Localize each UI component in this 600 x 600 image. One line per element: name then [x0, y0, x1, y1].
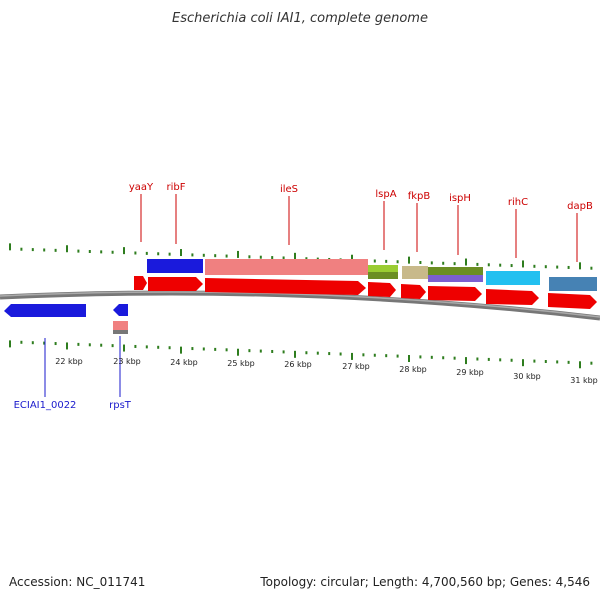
kbp-label-22: 22 kbp	[55, 357, 83, 366]
gene-label-yaaY: yaaY	[129, 182, 154, 193]
gene-rihC-bar[interactable]	[486, 271, 540, 285]
genome-summary-text: Topology: circular; Length: 4,700,560 bp…	[260, 575, 590, 589]
gene-dapB-bar[interactable]	[549, 277, 597, 291]
gene-label-rpsT: rpsT	[109, 400, 132, 411]
cds-arrow-ECIAI1_0022[interactable]	[4, 304, 86, 317]
cds-arrow-6[interactable]	[428, 286, 482, 301]
kbp-label-23: 23 kbp	[113, 357, 141, 366]
cds-arrow-3[interactable]	[205, 278, 366, 295]
genome-title: Escherichia coli IAI1, complete genome	[172, 11, 428, 26]
genome-backbone	[0, 290, 600, 321]
kbp-label-26: 26 kbp	[284, 360, 312, 369]
cds-arrow-rpsT[interactable]	[113, 304, 128, 316]
gene-label-dapB: dapB	[567, 201, 593, 212]
forward-cds-track	[134, 276, 597, 309]
cds-arrow-4[interactable]	[368, 282, 396, 297]
kbp-label-28: 28 kbp	[399, 365, 427, 374]
gene-label-ispH: ispH	[449, 193, 471, 204]
cds-arrow-8[interactable]	[548, 293, 597, 309]
kbp-label-24: 24 kbp	[170, 358, 198, 367]
top-tick-track	[9, 243, 593, 270]
cds-arrow-2[interactable]	[148, 277, 203, 291]
kbp-label-27: 27 kbp	[342, 362, 370, 371]
kbp-label-25: 25 kbp	[227, 359, 255, 368]
kbp-label-31: 31 kbp	[570, 376, 598, 385]
gene-label-ribF: ribF	[167, 182, 186, 193]
kbp-label-29: 29 kbp	[456, 368, 484, 377]
gene-ribF-bar[interactable]	[147, 259, 203, 273]
cds-arrow-1[interactable]	[134, 276, 147, 290]
kbp-label-30: 30 kbp	[513, 372, 541, 381]
gene-label-lspA: lspA	[375, 189, 396, 200]
gene-label-fkpB: fkpB	[408, 191, 431, 202]
reverse-cds-track	[4, 304, 128, 317]
cds-arrow-5[interactable]	[401, 284, 426, 299]
accession-text: Accession: NC_011741	[9, 575, 146, 589]
bottom-tick-track	[9, 340, 593, 369]
cds-arrow-7[interactable]	[486, 289, 539, 305]
gene-label-rihC: rihC	[508, 197, 528, 208]
gene-label-ileS: ileS	[280, 184, 298, 195]
gene-lspA-bar[interactable]	[368, 265, 398, 272]
gene-ileS-bar[interactable]	[205, 259, 368, 275]
feature-track-upper	[147, 259, 597, 291]
gene-ispH-bar[interactable]	[428, 267, 483, 275]
gene-label-ECIAI1_0022: ECIAI1_0022	[14, 400, 77, 411]
gene-fkpB-bar[interactable]	[402, 266, 428, 279]
